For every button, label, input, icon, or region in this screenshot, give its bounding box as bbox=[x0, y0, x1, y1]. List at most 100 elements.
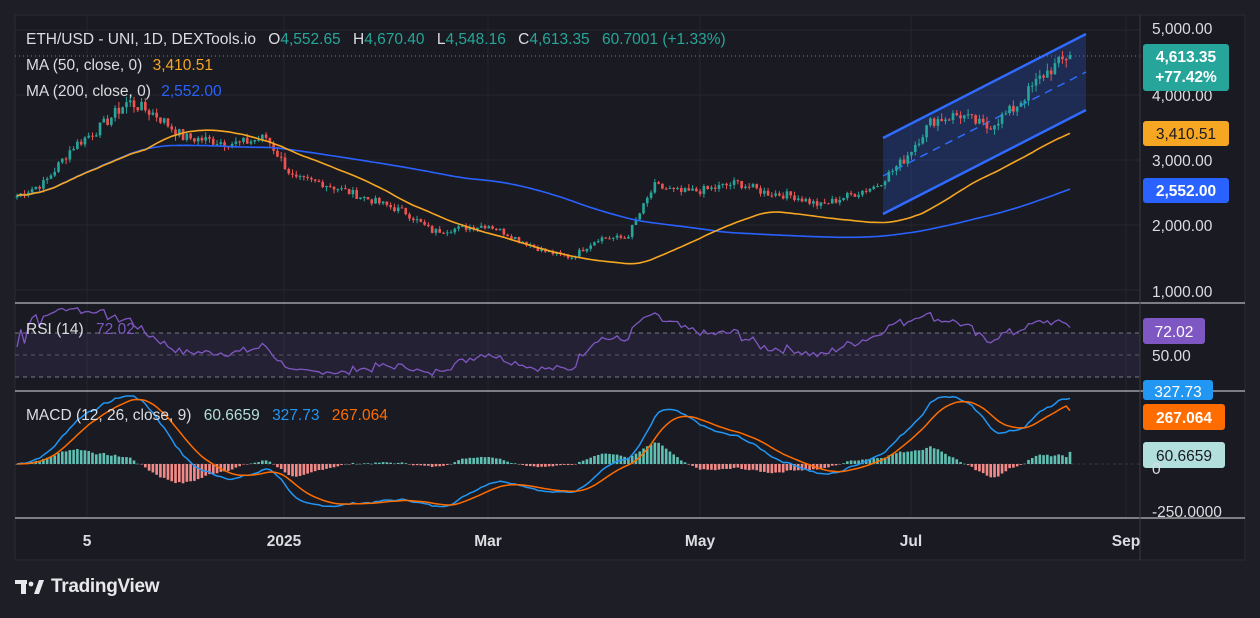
candle-body[interactable] bbox=[653, 182, 657, 193]
candle-body[interactable] bbox=[819, 202, 823, 206]
candle-body[interactable] bbox=[272, 143, 275, 151]
candle-body[interactable] bbox=[249, 141, 253, 144]
candle-body[interactable] bbox=[287, 169, 291, 174]
candle-body[interactable] bbox=[755, 184, 759, 189]
candle-body[interactable] bbox=[687, 188, 691, 191]
candle-body[interactable] bbox=[423, 221, 426, 225]
price-axis[interactable]: 5,000.00 4,000.00 3,000.00 2,000.00 1,00… bbox=[1152, 21, 1213, 301]
candle-body[interactable] bbox=[796, 198, 800, 200]
candle-body[interactable] bbox=[936, 119, 940, 126]
candle-body[interactable] bbox=[366, 196, 370, 200]
candle-body[interactable] bbox=[672, 187, 676, 189]
candle-body[interactable] bbox=[887, 171, 891, 182]
candle-body[interactable] bbox=[457, 226, 460, 229]
candle-body[interactable] bbox=[34, 186, 38, 190]
candle-body[interactable] bbox=[861, 190, 864, 195]
candle-body[interactable] bbox=[929, 118, 932, 126]
candle-body[interactable] bbox=[170, 126, 174, 130]
candle-body[interactable] bbox=[310, 177, 313, 180]
candle-body[interactable] bbox=[427, 224, 430, 227]
candle-body[interactable] bbox=[978, 118, 981, 124]
candle-body[interactable] bbox=[834, 198, 838, 203]
candle-body[interactable] bbox=[45, 178, 49, 181]
candle-body[interactable] bbox=[853, 194, 857, 197]
candle-body[interactable] bbox=[1068, 55, 1072, 60]
candle-body[interactable] bbox=[434, 229, 438, 233]
candle-body[interactable] bbox=[536, 247, 540, 251]
candle-body[interactable] bbox=[385, 201, 389, 205]
candle-body[interactable] bbox=[76, 141, 79, 149]
candle-body[interactable] bbox=[196, 137, 200, 142]
candle-body[interactable] bbox=[132, 100, 136, 108]
candle-body[interactable] bbox=[355, 190, 358, 199]
candle-body[interactable] bbox=[721, 183, 725, 185]
candle-body[interactable] bbox=[913, 144, 917, 152]
candle-body[interactable] bbox=[42, 180, 45, 189]
candle-body[interactable] bbox=[317, 180, 321, 182]
candle-body[interactable] bbox=[506, 234, 509, 237]
candle-body[interactable] bbox=[430, 226, 434, 233]
candle-body[interactable] bbox=[713, 187, 717, 189]
candle-body[interactable] bbox=[679, 188, 683, 192]
candle-body[interactable] bbox=[453, 228, 457, 233]
candle-body[interactable] bbox=[600, 237, 604, 242]
candle-body[interactable] bbox=[144, 101, 147, 111]
candle-body[interactable] bbox=[898, 159, 902, 167]
candle-body[interactable] bbox=[155, 112, 158, 118]
candle-body[interactable] bbox=[162, 118, 166, 123]
candle-body[interactable] bbox=[947, 119, 951, 121]
candle-body[interactable] bbox=[344, 188, 347, 190]
candle-body[interactable] bbox=[502, 228, 506, 235]
candle-body[interactable] bbox=[268, 137, 272, 144]
candle-body[interactable] bbox=[683, 188, 687, 192]
candle-body[interactable] bbox=[974, 115, 977, 124]
candle-body[interactable] bbox=[963, 115, 966, 119]
candle-body[interactable] bbox=[498, 228, 502, 231]
candle-body[interactable] bbox=[778, 193, 781, 196]
candle-body[interactable] bbox=[1008, 105, 1011, 114]
candle-body[interactable] bbox=[166, 118, 170, 127]
candle-body[interactable] bbox=[128, 100, 132, 103]
candle-body[interactable] bbox=[121, 107, 124, 114]
ma200-legend[interactable]: MA (200, close, 0) 2,552.00 bbox=[26, 83, 222, 100]
candle-body[interactable] bbox=[630, 225, 634, 237]
candle-body[interactable] bbox=[868, 188, 872, 192]
candle-body[interactable] bbox=[627, 236, 630, 239]
candle-body[interactable] bbox=[174, 129, 177, 136]
candle-body[interactable] bbox=[200, 137, 204, 141]
candle-body[interactable] bbox=[725, 183, 728, 186]
macd-legend[interactable]: MACD (12, 26, close, 9) 60.6659 327.73 2… bbox=[26, 407, 388, 424]
candle-body[interactable] bbox=[147, 110, 151, 115]
candle-body[interactable] bbox=[800, 198, 804, 202]
time-axis[interactable]: 5 2025 Mar May Jul Sep bbox=[83, 533, 1141, 550]
candle-body[interactable] bbox=[589, 245, 592, 249]
candle-body[interactable] bbox=[487, 226, 491, 229]
candle-body[interactable] bbox=[347, 189, 351, 195]
candle-body[interactable] bbox=[668, 187, 672, 189]
candle-body[interactable] bbox=[830, 198, 834, 204]
candle-body[interactable] bbox=[302, 176, 306, 178]
candle-body[interactable] bbox=[1049, 70, 1053, 75]
candle-body[interactable] bbox=[79, 141, 83, 145]
candle-body[interactable] bbox=[1015, 106, 1019, 112]
candle-body[interactable] bbox=[566, 255, 570, 258]
candle-body[interactable] bbox=[902, 159, 906, 164]
candle-body[interactable] bbox=[374, 197, 377, 204]
candle-body[interactable] bbox=[585, 248, 589, 252]
candle-body[interactable] bbox=[113, 107, 117, 118]
candle-body[interactable] bbox=[615, 235, 619, 238]
candle-body[interactable] bbox=[823, 202, 826, 204]
candle-body[interactable] bbox=[766, 190, 770, 196]
candle-body[interactable] bbox=[298, 176, 302, 178]
candle-body[interactable] bbox=[1053, 63, 1057, 75]
candle-body[interactable] bbox=[883, 181, 887, 186]
candle-body[interactable] bbox=[193, 138, 196, 142]
candle-body[interactable] bbox=[1061, 56, 1064, 60]
candle-body[interactable] bbox=[98, 122, 102, 136]
candle-body[interactable] bbox=[378, 197, 381, 204]
candle-body[interactable] bbox=[740, 180, 743, 189]
candle-body[interactable] bbox=[966, 114, 970, 116]
candle-body[interactable] bbox=[15, 195, 19, 198]
candle-body[interactable] bbox=[623, 237, 626, 239]
candle-body[interactable] bbox=[661, 183, 664, 189]
